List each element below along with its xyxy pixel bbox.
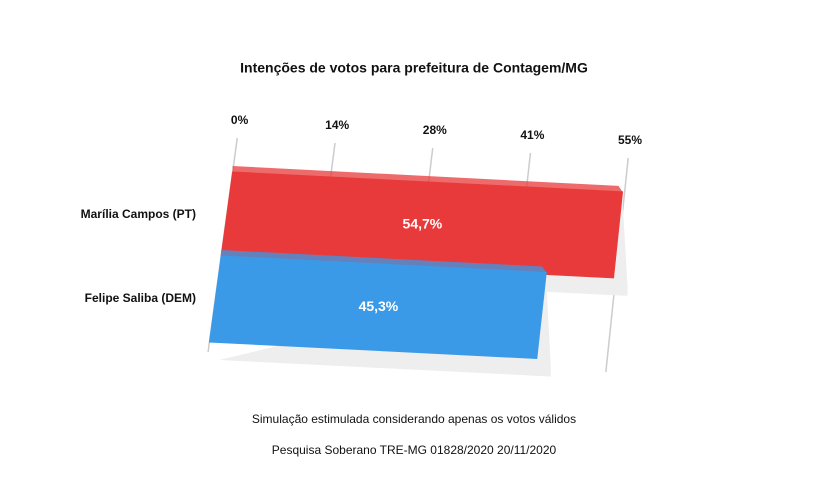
value-label: 45,3% [359,298,399,314]
x-tick-label: 0% [231,113,249,127]
category-label: Marília Campos (PT) [81,207,196,221]
bar [208,255,547,359]
bar-top [221,250,547,273]
x-tick-label: 41% [520,128,544,142]
note: Simulação estimulada considerando apenas… [252,412,576,426]
note: Pesquisa Soberano TRE-MG 01828/2020 20/1… [272,443,557,457]
value-label: 54,7% [403,216,443,232]
category-label: Felipe Saliba (DEM) [85,291,196,305]
bar [220,171,624,279]
bar-top [232,166,623,192]
x-tick-label: 14% [325,118,349,132]
chart-title: Intenções de votos para prefeitura de Co… [240,60,588,76]
x-tick-label: 28% [423,123,447,137]
x-tick-label: 55% [618,133,642,147]
